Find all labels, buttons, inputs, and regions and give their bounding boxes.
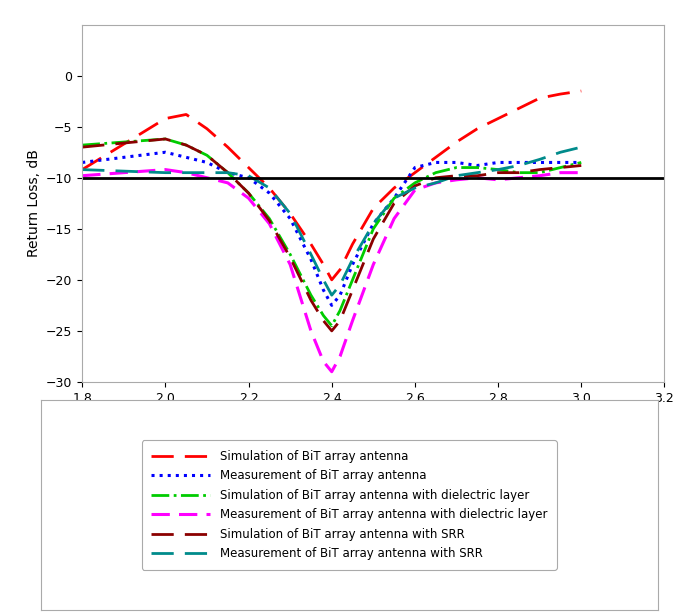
Legend: Simulation of BiT array antenna, Measurement of BiT array antenna, Simulation of: Simulation of BiT array antenna, Measure… <box>142 440 557 570</box>
X-axis label: Frequencies, GHz: Frequencies, GHz <box>313 410 434 424</box>
Y-axis label: Return Loss, dB: Return Loss, dB <box>27 149 40 257</box>
